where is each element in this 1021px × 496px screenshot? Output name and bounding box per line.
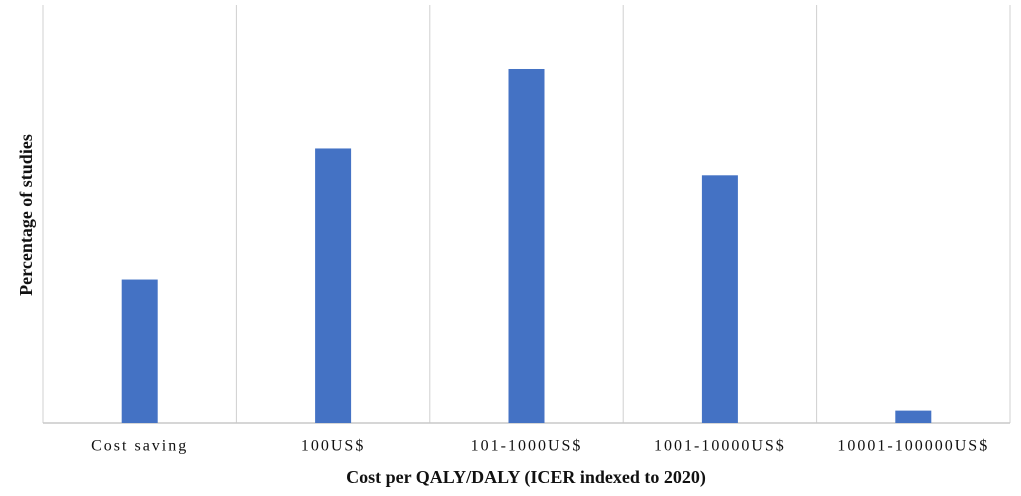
x-tick-label: 101-1000US$ <box>471 438 583 455</box>
bar <box>701 175 738 423</box>
x-axis-title: Cost per QALY/DALY (ICER indexed to 2020… <box>346 467 706 488</box>
x-tick-label: 10001-100000US$ <box>837 438 989 455</box>
y-axis-title: Percentage of studies <box>16 134 36 296</box>
bar <box>508 68 545 424</box>
bar <box>315 148 352 423</box>
bar <box>121 279 158 423</box>
x-tick-label: Cost saving <box>91 438 188 455</box>
x-tick-label: 100US$ <box>301 438 365 455</box>
bar <box>895 410 932 423</box>
x-tick-label: 1001-10000US$ <box>654 438 786 455</box>
